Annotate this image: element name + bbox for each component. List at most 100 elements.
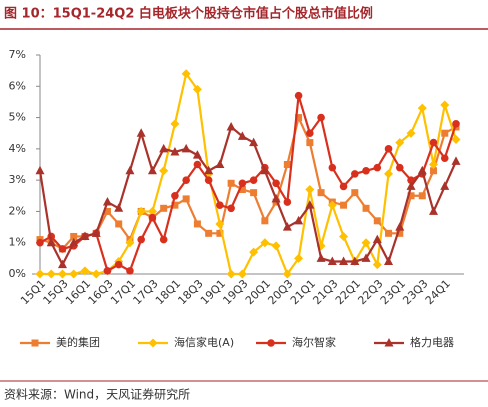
data-point: [249, 176, 258, 184]
data-point: [340, 201, 348, 209]
data-point: [114, 203, 124, 212]
y-tick-label: 4%: [9, 142, 26, 155]
data-point: [216, 201, 224, 209]
data-point: [417, 103, 427, 113]
data-point: [283, 161, 291, 168]
data-point: [250, 189, 258, 197]
data-point: [316, 253, 326, 262]
x-tick-label: 22Q1: [333, 277, 363, 307]
data-point: [418, 192, 426, 200]
data-point: [384, 169, 394, 179]
data-point: [80, 266, 90, 276]
data-point: [350, 256, 360, 265]
data-point: [216, 229, 224, 237]
data-point: [362, 204, 370, 212]
data-point: [373, 217, 381, 225]
data-point: [260, 238, 270, 248]
x-tick-label: 19Q1: [198, 277, 228, 307]
data-point: [396, 229, 404, 237]
data-point: [361, 253, 371, 262]
data-point: [227, 179, 235, 187]
data-point: [204, 165, 214, 175]
data-point: [147, 165, 157, 175]
data-point: [451, 134, 461, 144]
y-tick-label: 1%: [9, 236, 26, 249]
legend-label: 海信家电(A): [174, 335, 234, 349]
data-point: [46, 237, 56, 247]
data-point: [294, 91, 303, 100]
x-tick-label: 23Q3: [400, 277, 430, 307]
data-point: [181, 69, 191, 79]
data-point: [57, 269, 67, 279]
data-point: [35, 165, 45, 175]
data-point: [160, 204, 168, 212]
data-point: [305, 200, 315, 209]
data-point: [429, 206, 439, 215]
data-point: [182, 176, 190, 184]
data-point: [373, 163, 382, 172]
data-point: [182, 195, 190, 203]
data-point: [237, 269, 247, 279]
data-point: [451, 156, 461, 165]
series-line: [38, 125, 458, 268]
data-point: [215, 219, 225, 229]
data-point: [170, 119, 180, 129]
legend-marker: [267, 339, 275, 347]
data-point: [361, 238, 371, 248]
data-point: [283, 198, 292, 206]
data-point: [440, 154, 449, 163]
data-point: [103, 207, 111, 215]
data-point: [384, 145, 393, 153]
data-point: [317, 113, 325, 122]
data-point: [91, 269, 101, 279]
data-point: [306, 129, 314, 138]
data-point: [407, 192, 415, 200]
legend-marker: [31, 339, 39, 347]
x-tick-label: 18Q1: [153, 277, 183, 307]
data-point: [306, 139, 314, 147]
data-point: [317, 189, 325, 197]
data-point: [395, 222, 405, 231]
data-point: [170, 146, 180, 156]
data-point: [384, 256, 394, 265]
data-point: [395, 163, 404, 172]
data-point: [362, 166, 370, 175]
data-point: [80, 231, 90, 240]
data-point: [440, 100, 450, 110]
series-line: [39, 114, 457, 251]
data-point: [395, 138, 405, 148]
data-point: [35, 269, 45, 279]
x-tick-label: 19Q3: [220, 277, 250, 307]
data-point: [328, 163, 337, 172]
data-point: [261, 217, 269, 225]
data-point: [148, 213, 157, 222]
data-point: [271, 193, 281, 203]
data-point: [126, 267, 134, 275]
data-point: [171, 191, 179, 200]
data-point: [295, 114, 303, 122]
data-point: [91, 228, 101, 237]
data-point: [159, 143, 169, 153]
data-point: [406, 128, 416, 138]
x-tick-label: 20Q3: [265, 277, 295, 307]
chart-title: 图 10：15Q1-24Q2 白电板块个股持仓市值占个股总市值比例: [4, 6, 373, 22]
data-point: [226, 121, 236, 131]
data-point: [406, 181, 416, 190]
data-point: [372, 234, 382, 244]
x-tick-label: 15Q1: [18, 277, 48, 307]
data-point: [351, 170, 359, 178]
y-tick-label: 2%: [9, 204, 26, 217]
y-tick-label: 7%: [9, 48, 26, 61]
data-point: [260, 165, 270, 175]
legend-label: 海尔智家: [292, 335, 336, 349]
data-point: [327, 256, 337, 265]
data-point: [305, 185, 315, 195]
x-tick-label: 17Q3: [131, 277, 161, 307]
data-point: [440, 181, 450, 190]
data-point: [238, 179, 247, 188]
data-point: [36, 238, 44, 247]
data-point: [227, 204, 235, 213]
x-tick-label: 24Q1: [423, 277, 453, 307]
data-point: [114, 260, 123, 269]
data-point: [339, 182, 348, 191]
